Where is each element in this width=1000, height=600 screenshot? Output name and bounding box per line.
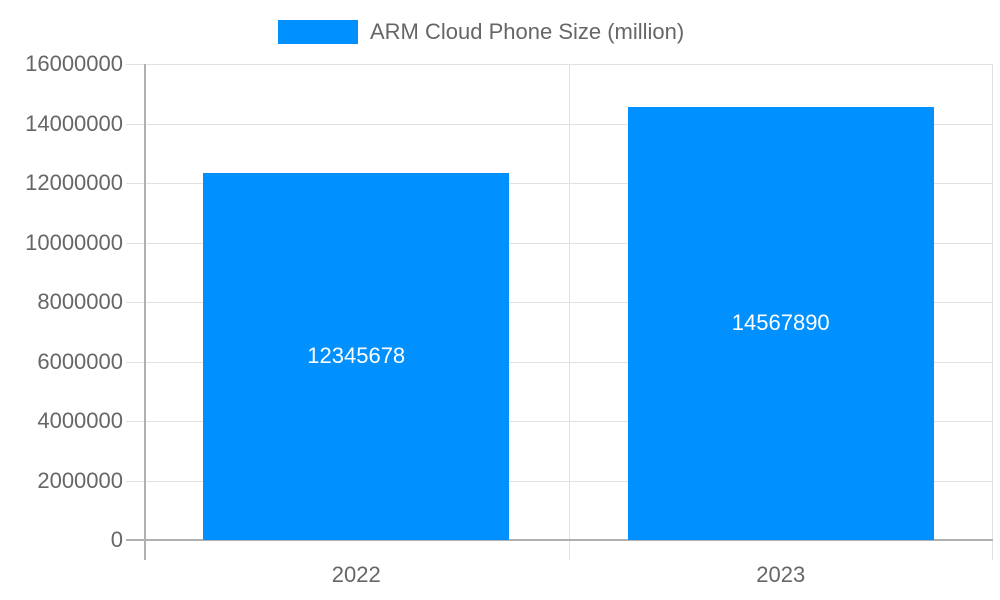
y-axis-line bbox=[144, 64, 146, 560]
y-tick-label: 2000000 bbox=[37, 467, 123, 493]
chart-legend[interactable]: ARM Cloud Phone Size (million) bbox=[278, 19, 684, 45]
x-axis-line bbox=[126, 539, 993, 541]
y-tick-label: 10000000 bbox=[25, 229, 123, 255]
y-tick-label: 4000000 bbox=[37, 408, 123, 433]
y-gridline bbox=[126, 421, 993, 422]
x-tick-label: 2022 bbox=[331, 562, 381, 587]
x-tick-label: 2023 bbox=[756, 562, 806, 587]
y-gridline bbox=[126, 64, 993, 65]
legend-swatch bbox=[278, 20, 358, 44]
y-tick-label: 12000000 bbox=[25, 170, 123, 195]
y-gridline bbox=[126, 243, 993, 244]
y-gridline bbox=[126, 183, 993, 184]
x-gridline bbox=[992, 64, 993, 560]
y-gridline bbox=[126, 302, 993, 303]
legend-label: ARM Cloud Phone Size (million) bbox=[370, 19, 685, 44]
y-gridline bbox=[126, 362, 993, 363]
bar-2022[interactable]: 12345678 bbox=[203, 172, 510, 540]
y-gridline bbox=[126, 481, 993, 482]
y-tick-label: 16000000 bbox=[25, 51, 123, 76]
x-gridline bbox=[569, 64, 570, 560]
y-tick-label: 8000000 bbox=[37, 289, 123, 314]
bar-value-label: 14567890 bbox=[731, 310, 830, 336]
y-tick-label: 0 bbox=[110, 527, 123, 552]
y-tick-label: 14000000 bbox=[25, 110, 123, 136]
bar-2023[interactable]: 14567890 bbox=[627, 106, 934, 540]
y-gridline bbox=[126, 124, 993, 125]
y-tick-label: 6000000 bbox=[37, 348, 123, 374]
bar-value-label: 12345678 bbox=[307, 343, 406, 369]
